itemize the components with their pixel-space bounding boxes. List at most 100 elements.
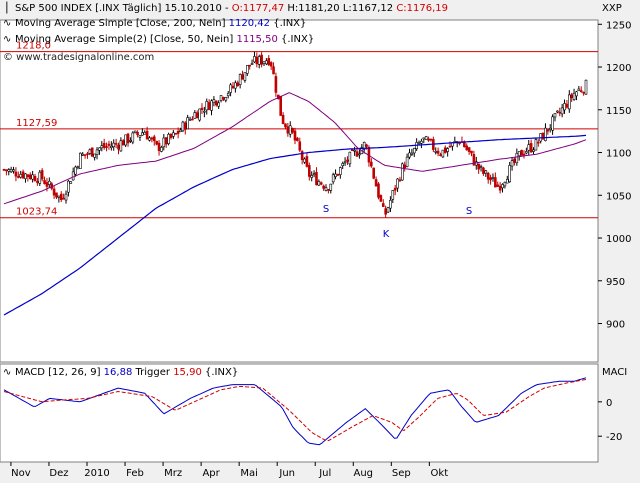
candle-body (465, 145, 469, 151)
candle-body (76, 166, 80, 169)
candle-body (150, 137, 154, 140)
candle-body (126, 133, 130, 144)
candle-body (513, 158, 516, 163)
candle-body (7, 169, 11, 172)
candle-body (174, 133, 178, 135)
candle-body (520, 149, 523, 156)
line-icon: ∿ (3, 18, 12, 29)
price-panel-bg (0, 19, 599, 363)
candle-body (558, 111, 562, 114)
candle-body (284, 123, 287, 128)
candle-body (398, 179, 402, 182)
x-tick-label: Jun (278, 468, 295, 479)
candle-body (546, 129, 550, 132)
candle-body (315, 172, 318, 186)
candle-body (21, 171, 25, 179)
candle-body (355, 151, 359, 157)
ma200-suffix: {.INX} (273, 18, 307, 29)
candle-body (410, 152, 414, 155)
candle-body (160, 147, 163, 152)
ma200-line (3, 134, 587, 316)
candle-body (279, 95, 282, 116)
candle-body (167, 134, 170, 144)
candle-body (198, 108, 201, 121)
candle-body (303, 158, 306, 163)
candle-body (541, 132, 545, 140)
candle-body (560, 107, 564, 115)
trigger-line (3, 379, 587, 442)
candle-body (250, 63, 254, 65)
candle-body (52, 188, 56, 196)
candle-body (172, 132, 175, 137)
candle-body (551, 116, 554, 131)
x-tick-label: 2010 (84, 468, 109, 479)
candle-body (417, 142, 421, 145)
x-tick-label: Nov (11, 468, 31, 479)
macd-y-tick-label: 0 (606, 398, 612, 409)
candle-body (33, 175, 37, 182)
candle-body (401, 163, 404, 181)
candle-body (536, 141, 540, 144)
pattern-label: K (383, 229, 390, 240)
candle-body (372, 167, 376, 179)
candle-body (110, 145, 113, 148)
candle-body (312, 173, 316, 176)
candle-body (532, 149, 535, 152)
candle-body (305, 156, 309, 167)
candle-body (515, 153, 519, 164)
symbol-label: S&P 500 INDEX [.INX (15, 3, 120, 14)
candle-body (38, 171, 42, 184)
candle-body (217, 102, 220, 107)
candle-body (439, 154, 442, 156)
price-y-axis: 900 950 1000 1050 1100 1150 1200 1250 (598, 20, 631, 331)
candle-body (164, 137, 168, 145)
candle-body (138, 135, 142, 138)
candle-body (40, 170, 44, 180)
line-icon: ∿ (3, 367, 12, 378)
ma200-legend: ∿ Moving Average Simple [Close, 200, Nein… (3, 18, 306, 30)
candle-body (341, 163, 345, 166)
candle-body (322, 185, 325, 189)
x-tick-label: Mai (240, 468, 258, 479)
candle-body (379, 195, 383, 202)
candle-body (205, 101, 209, 111)
x-tick-label: Sep (392, 468, 411, 479)
x-tick-label: Aug (354, 468, 374, 479)
candle-body (210, 100, 213, 111)
period-label: Täglich] (122, 3, 162, 14)
candle-body (484, 170, 488, 174)
low-value: L:1167,12 (342, 3, 394, 14)
candle-body (568, 94, 571, 110)
candle-body (31, 174, 34, 180)
candle-body (389, 200, 392, 209)
y-tick-label: 1050 (606, 191, 631, 202)
macd-trigger-value: 15,90 (173, 367, 202, 378)
levels-layer: 1218,0 1127,59 1023,74 (0, 41, 598, 219)
candle-body (339, 167, 342, 175)
candle-body (496, 184, 500, 187)
candle-body (434, 151, 438, 153)
candle-body (112, 142, 116, 148)
macd-y-tick-label: -20 (606, 432, 622, 443)
candle-body (207, 102, 211, 111)
x-tick-label: Apr (202, 468, 220, 479)
candle-body (26, 174, 30, 178)
watermark: © www.tradesignalonline.com (3, 52, 155, 63)
candle-body (257, 56, 261, 65)
candle-body (343, 161, 347, 164)
candle-body (90, 147, 94, 157)
candle-body (350, 149, 354, 152)
candle-body (81, 153, 85, 156)
candle-body (2, 169, 6, 171)
y-tick-label: 900 (606, 320, 625, 331)
candle-body (253, 56, 256, 63)
candle-body (408, 152, 411, 158)
candle-body (370, 161, 373, 167)
ma50-legend: ∿ Moving Average Simple(2) [Close, 50, Ne… (3, 34, 314, 46)
candle-body (310, 175, 313, 178)
candle-body (577, 88, 581, 91)
candle-body (179, 129, 182, 133)
candle-body (17, 176, 20, 178)
candle-body (267, 58, 271, 66)
macd-label: MACD [12, 26, 9] (15, 367, 101, 378)
